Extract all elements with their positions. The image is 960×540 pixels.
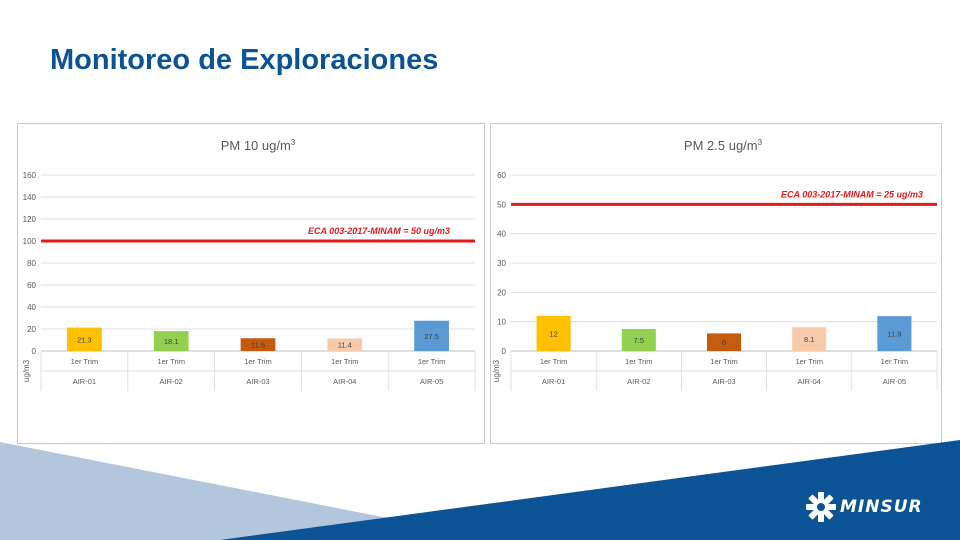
group-label: AIR-02: [160, 377, 183, 386]
footer-band: [0, 440, 960, 540]
logo-wordmark: MINSUR: [840, 497, 923, 517]
group-label: AIR-04: [798, 377, 821, 386]
y-tick-label: 20: [497, 288, 506, 297]
data-label: 11.9: [887, 330, 901, 339]
group-label: AIR-04: [333, 377, 356, 386]
category-label: 1er Trim: [157, 357, 185, 366]
y-tick-label: 60: [27, 281, 36, 290]
data-label: 7.5: [634, 336, 644, 345]
limit-label: ECA 003-2017-MINAM = 50 ug/m3: [308, 226, 450, 236]
bar-air-02: [153, 331, 189, 351]
group-label: AIR-01: [542, 377, 565, 386]
y-axis-label: ug/m3: [22, 359, 31, 382]
y-tick-label: 10: [497, 318, 506, 327]
data-label: 11.6: [251, 341, 265, 350]
y-tick-label: 60: [497, 171, 506, 180]
minsur-star-icon: [806, 492, 836, 522]
y-tick-label: 50: [497, 200, 506, 209]
bar-air-05: [877, 316, 912, 351]
y-tick-label: 0: [32, 347, 37, 356]
chart-title: PM 10 ug/m3: [221, 138, 296, 153]
chart-title-main: PM 2.5 ug/m: [684, 138, 758, 153]
group-label: AIR-02: [627, 377, 650, 386]
y-axis-label: ug/m3: [492, 359, 501, 382]
category-label: 1er Trim: [540, 357, 568, 366]
group-label: AIR-03: [712, 377, 735, 386]
data-label: 21.3: [77, 335, 92, 344]
bar-air-05: [414, 320, 449, 351]
group-label: AIR-05: [883, 377, 906, 386]
category-label: 1er Trim: [710, 357, 738, 366]
data-label: 12: [549, 329, 557, 338]
y-tick-label: 80: [27, 259, 36, 268]
y-tick-label: 160: [23, 171, 37, 180]
limit-label: ECA 003-2017-MINAM = 25 ug/m3: [781, 189, 923, 199]
chart-panel-pm25: PM 2.5 ug/m3 0 10 20 30 40 50 60 ug/m3 12 1er Trim…: [490, 123, 942, 444]
data-label: 6: [722, 338, 726, 347]
group-label: AIR-05: [420, 377, 443, 386]
chart-title-main: PM 10 ug/m: [221, 138, 291, 153]
y-tick-label: 40: [497, 230, 506, 239]
chart-title: PM 2.5 ug/m3: [684, 138, 763, 153]
y-tick-label: 140: [23, 193, 37, 202]
category-label: 1er Trim: [795, 357, 823, 366]
bar-air-03: [240, 338, 276, 351]
category-label: 1er Trim: [244, 357, 272, 366]
data-label: 11.4: [338, 341, 352, 350]
group-label: AIR-01: [73, 377, 96, 386]
y-tick-label: 20: [27, 325, 36, 334]
bar-air-04: [327, 338, 363, 351]
y-tick-label: 100: [23, 237, 37, 246]
data-label: 18.1: [164, 337, 179, 346]
footer-dark-wedge: [220, 440, 960, 540]
y-tick-label: 120: [23, 215, 37, 224]
bar-air-01: [67, 327, 102, 351]
data-label: 8.1: [804, 335, 814, 344]
y-tick-label: 40: [27, 303, 36, 312]
category-label: 1er Trim: [331, 357, 359, 366]
page-title: Monitoreo de Exploraciones: [50, 44, 439, 76]
chart-panel-pm10: PM 10 ug/m3 0 20 40 60 80 100 120 140 160 ug/m3 21.…: [17, 123, 485, 444]
y-tick-label: 30: [497, 259, 506, 268]
y-tick-label: 0: [502, 347, 507, 356]
chart-title-superscript: 3: [291, 138, 296, 147]
minsur-logo: MINSUR: [806, 490, 934, 524]
pm10-chart: PM 10 ug/m3 0 20 40 60 80 100 120 140 160 ug/m3 21.…: [22, 138, 476, 391]
footer-light-wedge: [0, 442, 500, 540]
bar-air-01: [536, 315, 571, 351]
category-label: 1er Trim: [625, 357, 653, 366]
group-label: AIR-03: [246, 377, 269, 386]
bar-air-03: [706, 333, 742, 351]
bar-air-04: [792, 327, 827, 351]
data-label: 27.5: [424, 332, 439, 341]
bar-air-02: [621, 329, 656, 351]
category-label: 1er Trim: [418, 357, 446, 366]
chart-title-superscript: 3: [758, 138, 763, 147]
category-label: 1er Trim: [881, 357, 909, 366]
category-label: 1er Trim: [71, 357, 99, 366]
